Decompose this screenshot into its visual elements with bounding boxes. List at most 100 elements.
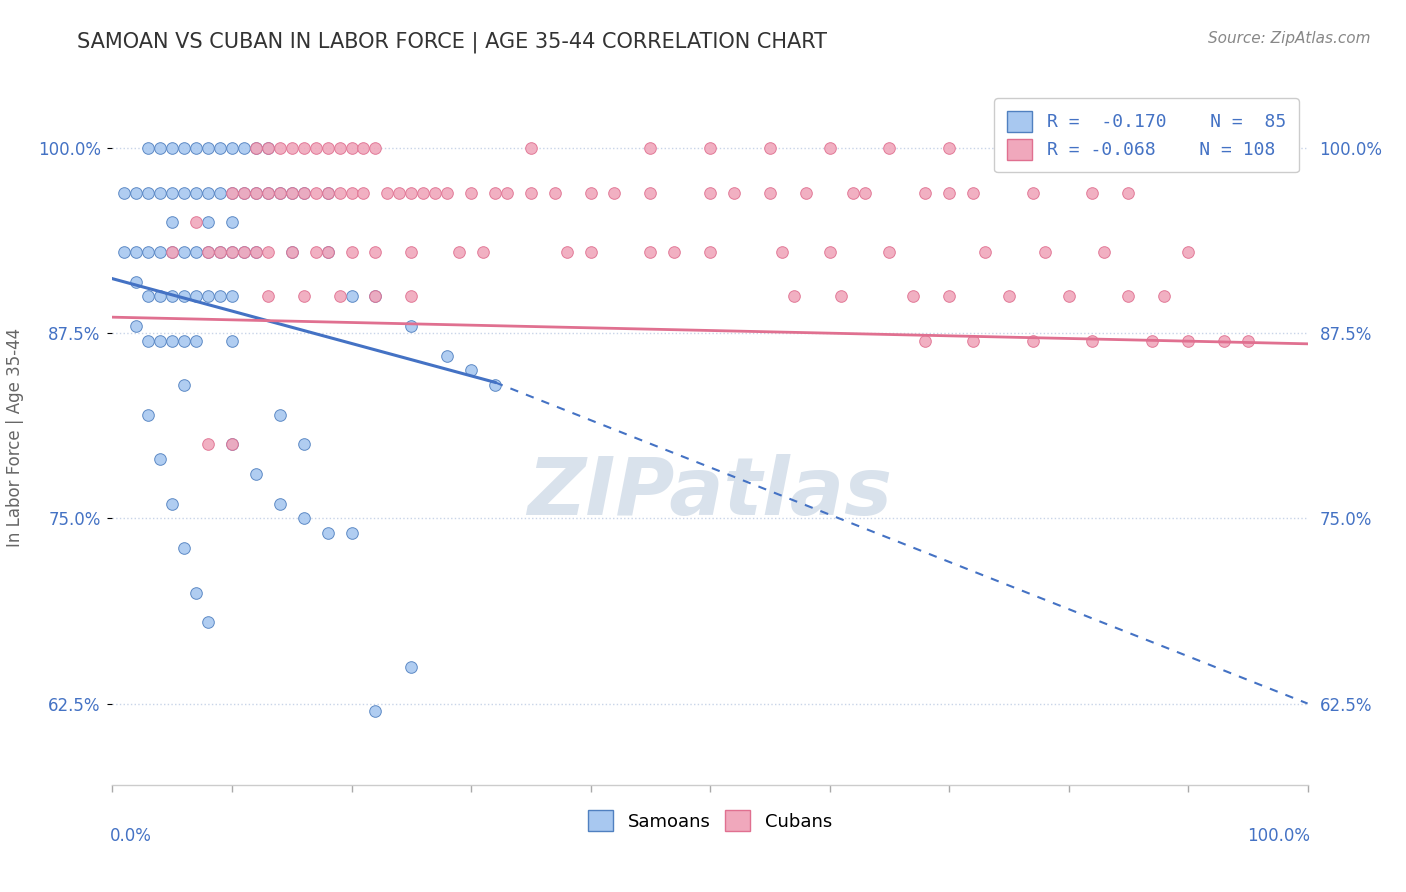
Point [794, 186, 817, 200]
Point [340, 245, 363, 260]
Point [903, 289, 925, 303]
Point [640, 141, 662, 155]
Point [520, 141, 543, 155]
Point [257, 141, 280, 155]
Point [292, 141, 315, 155]
Point [401, 186, 423, 200]
Point [221, 289, 243, 303]
Point [269, 186, 291, 200]
Point [292, 289, 315, 303]
Point [664, 245, 686, 260]
Point [962, 186, 984, 200]
Point [316, 245, 339, 260]
Point [699, 141, 721, 155]
Point [138, 334, 160, 348]
Point [329, 186, 352, 200]
Point [1081, 186, 1104, 200]
Point [245, 186, 267, 200]
Point [1118, 186, 1140, 200]
Point [197, 437, 219, 451]
Point [1177, 334, 1199, 348]
Point [329, 141, 352, 155]
Point [340, 186, 363, 200]
Point [1022, 334, 1045, 348]
Point [233, 141, 256, 155]
Point [1237, 334, 1260, 348]
Point [233, 245, 256, 260]
Point [173, 289, 195, 303]
Point [186, 585, 208, 599]
Point [197, 141, 219, 155]
Point [1118, 289, 1140, 303]
Point [162, 497, 183, 511]
Point [640, 186, 662, 200]
Point [316, 186, 339, 200]
Point [125, 275, 148, 289]
Point [305, 141, 328, 155]
Point [364, 245, 387, 260]
Point [197, 245, 219, 260]
Point [114, 186, 135, 200]
Point [245, 141, 267, 155]
Point [1153, 289, 1175, 303]
Point [316, 141, 339, 155]
Point [292, 186, 315, 200]
Point [460, 186, 482, 200]
Point [186, 141, 208, 155]
Point [173, 334, 195, 348]
Point [329, 289, 352, 303]
Point [245, 245, 267, 260]
Point [603, 186, 626, 200]
Point [292, 511, 315, 525]
Point [388, 186, 411, 200]
Point [782, 289, 804, 303]
Point [209, 245, 232, 260]
Point [520, 186, 543, 200]
Point [125, 186, 148, 200]
Point [1022, 186, 1045, 200]
Point [221, 186, 243, 200]
Point [1081, 334, 1104, 348]
Point [162, 289, 183, 303]
Point [962, 334, 984, 348]
Point [1213, 334, 1236, 348]
Point [879, 245, 901, 260]
Point [401, 245, 423, 260]
Point [281, 245, 304, 260]
Point [412, 186, 434, 200]
Point [938, 141, 960, 155]
Point [281, 245, 304, 260]
Point [723, 186, 745, 200]
Point [818, 245, 841, 260]
Point [1057, 289, 1080, 303]
Point [245, 467, 267, 481]
Point [186, 186, 208, 200]
Point [447, 245, 470, 260]
Point [257, 186, 280, 200]
Point [305, 186, 328, 200]
Point [759, 141, 782, 155]
Point [974, 245, 997, 260]
Point [197, 245, 219, 260]
Point [221, 437, 243, 451]
Point [221, 186, 243, 200]
Point [138, 408, 160, 422]
Point [197, 215, 219, 229]
Point [305, 245, 328, 260]
Point [401, 319, 423, 334]
Point [138, 245, 160, 260]
Point [292, 437, 315, 451]
Point [197, 615, 219, 629]
Point [640, 245, 662, 260]
Point [173, 141, 195, 155]
Point [818, 141, 841, 155]
Point [364, 289, 387, 303]
Point [245, 141, 267, 155]
Point [377, 186, 399, 200]
Point [149, 289, 172, 303]
Point [831, 289, 853, 303]
Point [162, 334, 183, 348]
Point [162, 245, 183, 260]
Point [699, 245, 721, 260]
Text: Source: ZipAtlas.com: Source: ZipAtlas.com [1208, 31, 1371, 46]
